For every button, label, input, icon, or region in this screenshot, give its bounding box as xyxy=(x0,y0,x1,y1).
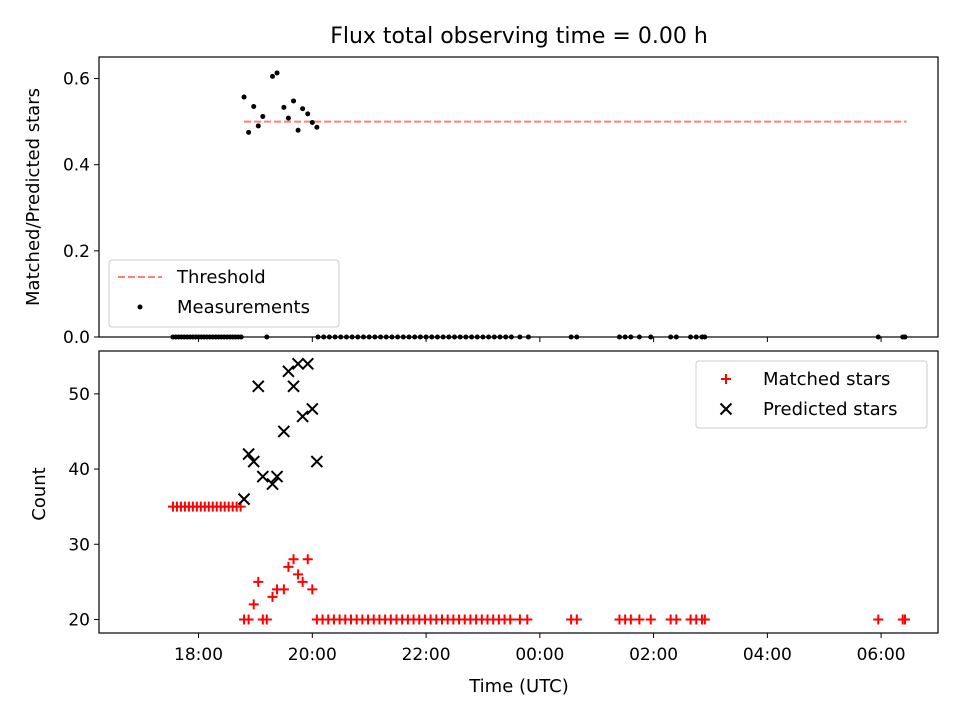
matched-star-point xyxy=(302,554,313,565)
measurement-point xyxy=(274,70,280,76)
matched-star-point xyxy=(288,554,299,565)
predicted-star-point xyxy=(287,380,300,393)
bottom-legend: Matched stars Predicted stars xyxy=(695,360,928,429)
predicted-star-point xyxy=(256,470,270,483)
bottom-y-tick-label: 40 xyxy=(68,460,90,480)
x-tick-label: 02:00 xyxy=(629,645,678,665)
ratio-plot: 0.0 0.2 0.4 0.6 xyxy=(63,56,939,348)
legend-matched-label: Matched stars xyxy=(763,369,890,390)
bottom-y-tick-label: 50 xyxy=(68,385,90,405)
predicted-star-point xyxy=(247,455,260,468)
top-y-tick-label: 0.2 xyxy=(63,242,90,262)
measurement-point xyxy=(305,111,311,117)
predicted-star-point xyxy=(310,455,324,468)
x-tick-label: 06:00 xyxy=(857,645,906,665)
x-tick-label: 22:00 xyxy=(402,645,451,665)
matched-star-point xyxy=(505,614,516,625)
matched-star-point xyxy=(248,599,259,610)
predicted-star-point xyxy=(301,357,314,370)
matched-star-point xyxy=(253,576,264,587)
measurement-point xyxy=(291,98,297,104)
legend-matched-swatch xyxy=(721,374,731,384)
predicted-star-point xyxy=(291,357,305,370)
measurement-point xyxy=(281,104,287,110)
predicted-star-point xyxy=(306,402,319,416)
predicted-star-point xyxy=(266,477,279,491)
top-y-tick-label: 0.6 xyxy=(63,70,90,90)
matched-star-point xyxy=(645,614,656,625)
top-legend: Threshold Measurements xyxy=(108,259,340,328)
measurement-point xyxy=(300,106,306,112)
matched-star-point xyxy=(873,614,884,625)
count-plot: 20 30 40 50 18:00 20:00 22:00 00:00 02:00 04:00 06… xyxy=(68,350,939,665)
measurement-point xyxy=(251,104,257,110)
measurement-point xyxy=(285,115,291,121)
measurement-point xyxy=(269,73,275,79)
measurement-point xyxy=(314,124,320,130)
bottom-legend-box xyxy=(695,360,928,429)
measurement-point xyxy=(241,94,247,100)
predicted-star-point xyxy=(277,425,291,438)
legend-threshold-label: Threshold xyxy=(176,267,266,288)
top-y-tick-label: 0.0 xyxy=(63,328,90,348)
top-legend-box xyxy=(108,259,340,328)
x-tick-label: 18:00 xyxy=(174,645,223,665)
measurement-point xyxy=(309,119,315,125)
matched-star-point xyxy=(297,576,308,587)
matched-star-point xyxy=(261,614,272,625)
matched-star-point xyxy=(671,614,682,625)
bottom-axes-frame xyxy=(98,350,939,634)
matched-star-point xyxy=(625,614,636,625)
x-tick-label: 00:00 xyxy=(515,645,564,665)
matched-star-point xyxy=(699,614,710,625)
measurement-point xyxy=(246,129,252,135)
matched-star-point xyxy=(307,584,318,595)
legend-predicted-swatch xyxy=(719,402,733,416)
bottom-y-axis-label: Count xyxy=(29,467,50,520)
matched-star-point xyxy=(267,591,278,602)
predicted-star-point xyxy=(270,470,284,483)
bottom-y-tick-label: 30 xyxy=(68,535,90,555)
matched-star-point xyxy=(283,561,294,572)
matched-star-point xyxy=(571,614,582,625)
matched-star-point xyxy=(243,614,254,625)
bottom-y-tick-label: 20 xyxy=(68,610,90,630)
measurement-point xyxy=(255,123,261,129)
x-tick-label: 04:00 xyxy=(743,645,792,665)
matched-star-point xyxy=(900,614,911,625)
predicted-star-point xyxy=(237,492,251,506)
x-axis-label: Time (UTC) xyxy=(468,676,569,697)
measurement-point xyxy=(260,113,266,119)
matched-star-point xyxy=(522,614,533,625)
legend-measurements-label: Measurements xyxy=(177,297,310,318)
legend-predicted-label: Predicted stars xyxy=(763,399,897,420)
matched-star-point xyxy=(278,584,289,595)
chart-title: Flux total observing time = 0.00 h xyxy=(330,24,708,49)
matched-star-point xyxy=(634,614,645,625)
top-y-axis-label: Matched/Predicted stars xyxy=(23,88,44,306)
top-y-tick-label: 0.4 xyxy=(63,156,90,176)
predicted-star-point xyxy=(252,380,265,393)
matched-star-point xyxy=(293,569,304,580)
predicted-star-point xyxy=(282,365,295,378)
x-tick-label: 20:00 xyxy=(288,645,337,665)
measurement-point xyxy=(295,127,301,133)
legend-measurements-swatch xyxy=(137,304,143,310)
predicted-star-point xyxy=(296,410,309,423)
top-axes-frame xyxy=(98,56,939,338)
predicted-star-point xyxy=(242,447,255,461)
